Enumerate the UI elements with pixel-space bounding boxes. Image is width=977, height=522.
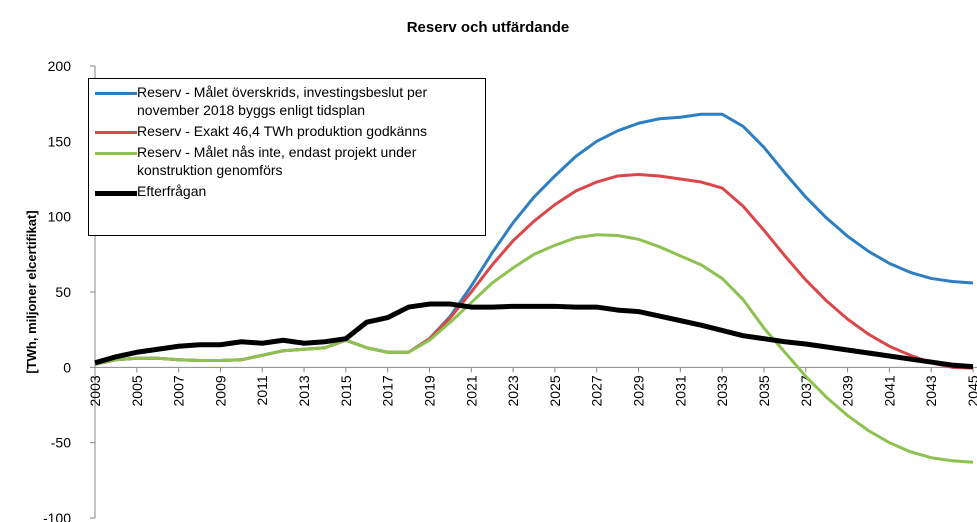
y-tick-label: 150 [48,133,72,149]
x-tick-label: 2027 [589,375,605,406]
legend-label: Reserv - Målet nås inte, endast projekt … [137,144,417,178]
x-tick-label: 2043 [923,375,939,406]
legend-swatch [95,92,137,95]
y-tick-label: 50 [55,284,71,300]
x-tick-label: 2003 [87,375,103,406]
legend-swatch [95,152,137,155]
series-line [94,233,974,464]
x-tick-label: 2011 [254,375,270,405]
x-tick-label: 2005 [129,375,145,406]
x-tick-label: 2007 [171,375,187,406]
x-tick-label: 2025 [547,375,563,406]
legend-item: Efterfrågan [95,182,479,200]
legend-label: Reserv - Exakt 46,4 TWh produktion godkä… [137,123,428,139]
x-tick-label: 2037 [798,375,814,406]
x-tick-label: 2029 [631,375,647,406]
legend-item: Reserv - Målet överskrids, investingsbes… [95,83,479,119]
legend-swatch [95,131,137,134]
legend-item: Reserv - Exakt 46,4 TWh produktion godkä… [95,122,479,140]
x-tick-label: 2023 [505,375,521,406]
y-tick-label: -100 [43,510,71,522]
x-tick-label: 2045 [965,375,977,406]
x-tick-label: 2039 [840,375,856,406]
x-tick-label: 2019 [421,375,437,406]
x-tick-label: 2031 [672,375,688,406]
y-tick-label: -50 [51,435,71,451]
x-tick-label: 2021 [463,375,479,406]
series-line [94,301,974,370]
x-tick-label: 2009 [212,375,228,406]
legend: Reserv - Målet överskrids, investingsbes… [88,78,486,236]
y-tick-label: 0 [63,359,71,375]
x-tick-label: 2035 [756,375,772,406]
legend-swatch [95,191,137,196]
x-tick-label: 2033 [714,375,730,406]
y-axis-label: [TWh, miljoner elcertifikat] [24,210,39,373]
y-tick-label: 200 [48,58,72,74]
legend-label: Reserv - Målet överskrids, investingsbes… [137,84,428,118]
x-tick-label: 2013 [296,375,312,406]
x-tick-label: 2017 [380,375,396,406]
legend-label: Efterfrågan [137,183,207,199]
x-tick-label: 2041 [881,375,897,406]
y-tick-label: 100 [48,209,72,225]
chart-title: Reserv och utfärdande [407,19,570,36]
x-tick-label: 2015 [338,375,354,406]
legend-item: Reserv - Målet nås inte, endast projekt … [95,143,479,179]
